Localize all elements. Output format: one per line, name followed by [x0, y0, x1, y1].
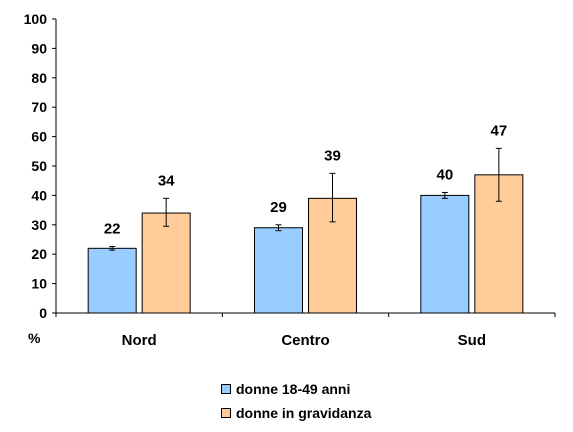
legend-swatch-0: [221, 383, 231, 394]
y-axis: 0 10 20 30 40 50 60 70 80 90 100: [24, 11, 57, 321]
y-axis-label: %: [28, 330, 41, 346]
x-category-label-2: Sud: [458, 332, 486, 349]
y-tick-label-1: 10: [31, 276, 47, 292]
legend: donne 18-49 anni donne in gravidanza: [221, 378, 371, 426]
y-tick-label-0: 0: [39, 305, 47, 321]
x-category-label-0: Nord: [122, 332, 157, 349]
bar-s0-c1: [254, 227, 303, 314]
legend-item-0: donne 18-49 anni: [221, 378, 371, 399]
y-tick-label-3: 30: [31, 217, 47, 233]
data-label-s1-c2: 47: [490, 122, 507, 139]
bar-s1-c0: [141, 212, 191, 314]
bar-s1-c1: [308, 197, 357, 314]
x-axis: Nord Centro Sud: [55, 312, 556, 349]
legend-swatch-1: [221, 407, 231, 418]
data-label-s0-c2: 40: [436, 166, 453, 183]
data-label-s0-c0: 22: [104, 221, 121, 238]
bars: 22 34 29 39 40 47: [87, 122, 524, 314]
legend-item-1: donne in gravidanza: [221, 402, 371, 423]
data-label-s0-c1: 29: [270, 199, 287, 216]
x-category-label-1: Centro: [281, 332, 329, 349]
y-tick-label-7: 70: [31, 99, 47, 115]
data-label-s1-c1: 39: [324, 147, 341, 164]
y-tick-label-5: 50: [31, 158, 47, 174]
y-tick-label-8: 80: [31, 70, 47, 86]
y-tick-label-4: 40: [31, 187, 47, 203]
bar-s0-c0: [87, 247, 137, 314]
y-tick-label-10: 100: [24, 11, 48, 27]
y-tick-label-9: 90: [31, 40, 47, 56]
legend-label-1: donne in gravidanza: [236, 404, 372, 421]
y-tick-label-6: 60: [31, 129, 47, 145]
data-label-s1-c0: 34: [158, 172, 175, 189]
legend-label-0: donne 18-49 anni: [236, 380, 351, 397]
y-tick-label-2: 20: [31, 246, 47, 262]
bar-s0-c2: [420, 194, 470, 314]
